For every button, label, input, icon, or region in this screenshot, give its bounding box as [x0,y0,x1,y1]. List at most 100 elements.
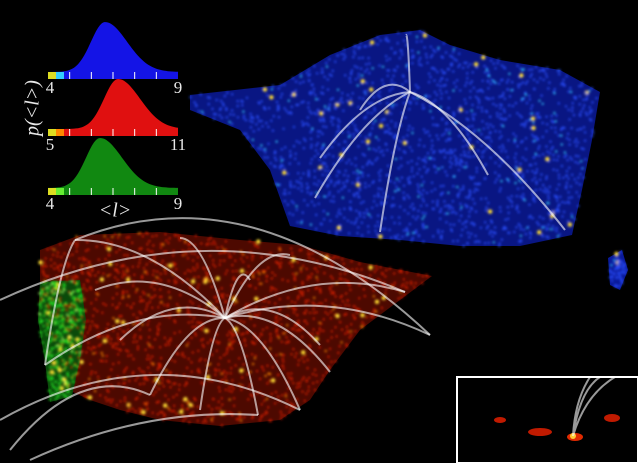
dot [228,342,231,346]
dot [181,407,184,410]
dot [198,371,201,374]
dot [387,164,390,167]
dot [92,346,95,349]
dot [149,250,152,253]
dot [478,182,481,185]
dot [344,169,347,172]
dot [176,303,179,306]
dot [322,329,325,332]
dot [135,340,138,343]
dot [157,366,160,369]
dot [391,204,394,207]
dot [88,328,91,331]
dot [553,111,556,115]
dot [352,56,355,59]
dot [385,269,388,272]
dot [546,123,549,126]
dot [49,340,52,343]
dot [465,117,468,120]
dot [432,151,435,154]
dot [324,259,327,262]
dot [332,291,335,294]
dot [339,321,342,324]
dot [288,162,291,165]
dot [555,195,558,198]
dot [152,393,155,396]
dot [468,194,471,197]
dot [578,113,582,116]
dot [442,184,445,187]
dot [296,221,299,224]
dot [542,217,545,220]
dot [500,238,503,241]
dot [431,54,434,57]
dot [175,393,178,396]
dot [99,359,102,362]
dot [431,207,434,210]
dot [422,189,425,192]
dot [574,160,577,164]
dot [514,102,518,105]
dot [447,107,450,110]
dot [335,233,338,236]
dot [565,184,568,188]
dot [331,123,334,126]
dot [442,72,445,75]
dot [315,276,318,279]
dot [506,206,509,209]
dot [338,345,341,348]
dot [567,108,570,111]
dot [395,103,398,106]
dot [531,125,536,131]
dot [242,332,245,335]
dot [488,74,491,78]
dot [494,232,497,235]
dot [57,347,60,350]
dot [249,112,252,116]
dot [348,159,351,162]
dot [196,256,200,259]
dot [67,375,70,378]
dot [569,87,572,90]
dot [289,183,292,186]
dot [44,305,47,308]
dot [403,198,406,201]
dot [48,296,51,299]
dot [375,310,378,313]
dot [316,109,319,113]
dot [397,31,400,34]
dot [435,93,438,96]
dot [128,403,131,407]
dot [270,392,273,396]
dot [396,42,399,45]
dot [505,81,509,84]
dot [299,291,302,295]
dot [315,213,318,216]
dot [422,128,426,131]
dot [231,342,234,345]
dot [297,295,300,298]
dot [319,120,322,123]
dot [39,301,43,304]
dot [264,269,267,272]
dot [422,106,426,110]
dot [188,402,193,408]
dot [503,67,507,70]
dot [71,359,74,362]
dot [56,344,59,347]
dot [47,371,50,374]
dot [519,171,522,174]
dot [455,85,458,89]
dot [61,392,64,395]
dot [53,284,57,287]
dot [197,110,200,113]
dot [122,273,125,276]
dot [462,66,465,69]
dot [563,84,566,87]
dot [224,410,227,413]
dot [542,190,545,193]
dot [516,145,519,148]
dot [45,318,48,321]
dot [115,251,118,254]
dot [212,117,216,120]
